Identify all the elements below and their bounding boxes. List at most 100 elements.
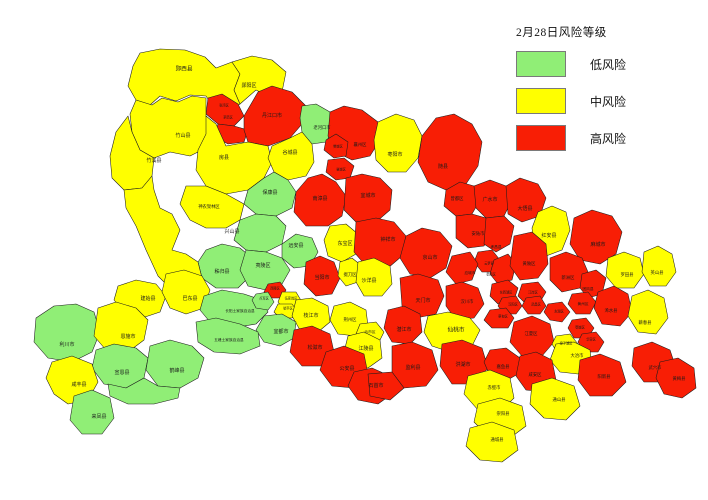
county-shape-hanchuan[interactable] bbox=[445, 281, 485, 321]
county-shape-qichunxian[interactable] bbox=[627, 289, 669, 335]
county-shape-xiaochang[interactable] bbox=[483, 215, 515, 253]
county-shape-dongbaoqu[interactable] bbox=[323, 223, 359, 263]
county-label: 竹山县 bbox=[175, 132, 190, 139]
county-label: 来凤县 bbox=[91, 414, 106, 420]
county-shape-lichuan[interactable] bbox=[33, 303, 101, 363]
county-label: 赤壁市 bbox=[488, 384, 502, 391]
county-shape-huangmei[interactable] bbox=[655, 357, 697, 399]
county-label: 浠水县 bbox=[605, 307, 619, 314]
county-label: 钟祥市 bbox=[380, 236, 395, 243]
county-shape-dangyang[interactable] bbox=[303, 255, 341, 297]
county-shape-shayangxian[interactable] bbox=[355, 257, 393, 297]
county-label: 天门市 bbox=[415, 297, 430, 304]
county-shape-macheng[interactable] bbox=[569, 209, 623, 265]
county-shape-zhijiang[interactable] bbox=[291, 297, 331, 333]
county-shape-gucheng[interactable] bbox=[267, 131, 315, 181]
county-shape-filler-enshi-green bbox=[107, 377, 181, 405]
county-shape-yingcheng[interactable] bbox=[445, 251, 479, 285]
county-shape-tongshan[interactable] bbox=[529, 377, 581, 421]
county-shape-jiangxiaqu[interactable] bbox=[509, 315, 555, 357]
county-label: 曾都区 bbox=[451, 195, 465, 202]
county-shape-xishuixian[interactable] bbox=[593, 285, 633, 327]
county-label: 华容区 bbox=[586, 337, 596, 342]
legend-label-mid: 中风险 bbox=[590, 94, 627, 109]
county-label: 嘉鱼县 bbox=[497, 363, 511, 370]
county-shape-yangxin[interactable] bbox=[577, 353, 627, 397]
legend-title: 2月28日风险等级 bbox=[516, 27, 607, 39]
county-label: 樊城区 bbox=[333, 144, 343, 149]
legend-swatch-high bbox=[516, 125, 566, 151]
county-label: 汉川市 bbox=[461, 298, 475, 305]
county-label: 点军区 bbox=[259, 296, 269, 301]
county-label: 茅箭区 bbox=[223, 115, 233, 120]
county-shape-huangzhouqu[interactable] bbox=[567, 291, 597, 315]
county-shape-yilingqu[interactable] bbox=[239, 249, 291, 291]
county-shape-laifeng[interactable] bbox=[69, 389, 115, 435]
county-label: 长阳土家族自治县 bbox=[225, 308, 255, 313]
county-label: 孝昌县 bbox=[490, 244, 501, 249]
county-shapes-layer bbox=[33, 48, 697, 463]
county-label: 黄州区 bbox=[577, 301, 588, 306]
county-shape-wufeng[interactable] bbox=[195, 317, 261, 355]
county-label: 黄梅县 bbox=[673, 375, 687, 382]
county-shape-qianjiang[interactable] bbox=[383, 305, 423, 345]
county-label: 潜江市 bbox=[396, 326, 411, 333]
county-label: 罗田县 bbox=[621, 272, 635, 278]
county-shape-hefeng[interactable] bbox=[145, 339, 205, 389]
county-label: 房县 bbox=[219, 154, 229, 161]
county-shape-huangpiqu[interactable] bbox=[509, 231, 549, 281]
county-label: 梁子湖区 bbox=[560, 341, 574, 346]
county-label: 恩施市 bbox=[120, 333, 135, 340]
county-shape-shennongjia[interactable] bbox=[179, 185, 245, 229]
county-shape-wuchangqu[interactable] bbox=[521, 295, 547, 315]
county-shape-zhangwanqu[interactable] bbox=[205, 93, 245, 127]
county-label: 蔡甸区 bbox=[498, 314, 508, 319]
county-label: 京山市 bbox=[422, 254, 437, 261]
county-shape-xingshan[interactable] bbox=[233, 213, 287, 253]
county-shape-suixian[interactable] bbox=[417, 113, 483, 191]
county-label: 东湖区 bbox=[554, 309, 564, 314]
county-label: 江岸区 bbox=[528, 290, 538, 295]
county-shape-dianjunqu[interactable] bbox=[251, 291, 275, 311]
county-label: 蕲春县 bbox=[639, 319, 653, 326]
county-shape-yicheng[interactable] bbox=[343, 173, 393, 223]
county-label: 石首市 bbox=[368, 382, 383, 389]
county-shape-zaoyang[interactable] bbox=[373, 113, 423, 173]
county-shape-luotianxian[interactable] bbox=[605, 251, 645, 289]
county-shape-tongcheng[interactable] bbox=[465, 421, 519, 463]
county-label: 大冶市 bbox=[571, 352, 585, 359]
legend-row-mid: 中风险 bbox=[516, 88, 698, 114]
county-label: 老河口市 bbox=[313, 124, 331, 131]
county-shape-enshishi[interactable] bbox=[93, 301, 149, 353]
county-label: 夷陵区 bbox=[255, 262, 270, 269]
county-shape-donghuqu[interactable] bbox=[543, 301, 571, 323]
county-label: 江陵县 bbox=[358, 345, 373, 352]
county-label: 秭归县 bbox=[214, 268, 229, 275]
county-shape-yunxi-west-fill bbox=[123, 175, 203, 293]
county-label: 江夏区 bbox=[525, 330, 539, 337]
legend-swatch-mid bbox=[516, 88, 566, 114]
county-label: 当阳市 bbox=[314, 274, 329, 281]
county-shape-dawu[interactable] bbox=[505, 177, 547, 223]
legend-swatch-low bbox=[516, 51, 566, 77]
county-shape-fanchengqu[interactable] bbox=[323, 133, 349, 159]
county-shape-jingshan[interactable] bbox=[399, 227, 453, 279]
county-label: 咸丰县 bbox=[71, 381, 86, 388]
county-shape-caidianqu[interactable] bbox=[483, 307, 515, 329]
county-shape-xiaonanqu[interactable] bbox=[489, 253, 517, 285]
county-label: 宜都市 bbox=[273, 328, 288, 335]
county-label: 襄城区 bbox=[336, 167, 346, 172]
county-shape-baokang[interactable] bbox=[243, 171, 297, 217]
county-label: 远安县 bbox=[288, 242, 303, 249]
county-label: 鄂城区 bbox=[575, 325, 585, 330]
county-label: 谷城县 bbox=[282, 149, 297, 156]
county-label: 鹤峰县 bbox=[169, 367, 184, 374]
county-shape-yingshanxian[interactable] bbox=[641, 245, 677, 287]
legend: 2月28日风险等级 低风险 中风险 高风险 bbox=[516, 24, 698, 151]
county-label: 云梦县 bbox=[484, 261, 494, 266]
county-label: 利川市 bbox=[59, 341, 74, 348]
county-label: 麻城市 bbox=[590, 241, 605, 248]
county-label: 应城市 bbox=[464, 270, 475, 275]
